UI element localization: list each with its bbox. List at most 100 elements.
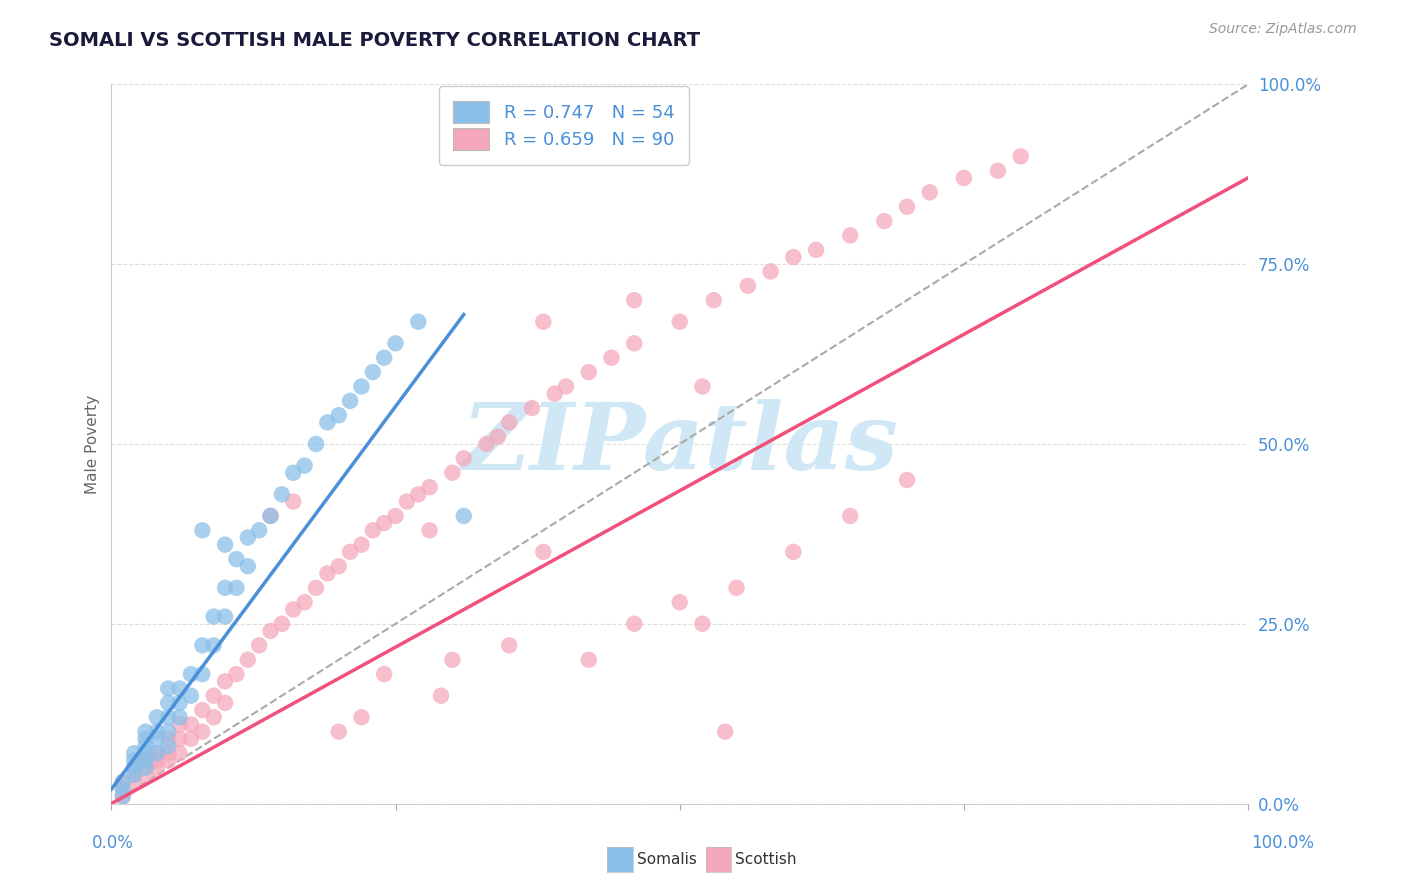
Point: [737, 278, 759, 293]
Point: [134, 746, 156, 760]
Point: [191, 724, 214, 739]
Point: [259, 624, 281, 638]
Point: [623, 616, 645, 631]
Point: [191, 703, 214, 717]
Point: [111, 789, 134, 804]
Point: [759, 264, 782, 278]
Point: [520, 401, 543, 415]
Point: [157, 739, 180, 753]
Point: [1010, 149, 1032, 163]
Point: [714, 724, 737, 739]
Point: [214, 609, 236, 624]
Y-axis label: Male Poverty: Male Poverty: [86, 394, 100, 493]
Point: [896, 473, 918, 487]
Point: [486, 430, 509, 444]
Point: [283, 494, 305, 508]
Point: [202, 638, 225, 652]
Point: [419, 524, 441, 538]
Point: [339, 545, 361, 559]
Point: [373, 667, 395, 681]
Point: [531, 545, 554, 559]
Text: ZIPatlas: ZIPatlas: [461, 399, 898, 489]
Point: [498, 638, 520, 652]
Point: [214, 674, 236, 689]
Point: [475, 437, 498, 451]
Point: [134, 768, 156, 782]
Point: [134, 761, 156, 775]
Point: [134, 761, 156, 775]
Point: [498, 416, 520, 430]
Point: [623, 293, 645, 308]
Point: [134, 724, 156, 739]
Point: [350, 379, 373, 393]
Point: [157, 681, 180, 696]
Point: [134, 731, 156, 746]
Point: [214, 581, 236, 595]
Point: [896, 200, 918, 214]
Legend: R = 0.747   N = 54, R = 0.659   N = 90: R = 0.747 N = 54, R = 0.659 N = 90: [439, 87, 689, 165]
Point: [202, 710, 225, 724]
Point: [350, 710, 373, 724]
Point: [180, 731, 202, 746]
Point: [134, 753, 156, 767]
Point: [395, 494, 418, 508]
Point: [146, 761, 169, 775]
Point: [384, 336, 406, 351]
Point: [157, 724, 180, 739]
Point: [839, 228, 862, 243]
Point: [157, 731, 180, 746]
Point: [270, 616, 292, 631]
Point: [157, 746, 180, 760]
Point: [406, 487, 429, 501]
Point: [918, 186, 941, 200]
Point: [600, 351, 623, 365]
Point: [725, 581, 748, 595]
Point: [294, 595, 316, 609]
Point: [134, 739, 156, 753]
Point: [419, 480, 441, 494]
Point: [270, 487, 292, 501]
Point: [305, 437, 328, 451]
Point: [953, 170, 976, 185]
Point: [692, 379, 714, 393]
Point: [441, 466, 464, 480]
Point: [169, 731, 191, 746]
Point: [406, 315, 429, 329]
Text: SOMALI VS SCOTTISH MALE POVERTY CORRELATION CHART: SOMALI VS SCOTTISH MALE POVERTY CORRELAT…: [49, 31, 700, 50]
Point: [623, 336, 645, 351]
Point: [328, 724, 350, 739]
Point: [236, 531, 259, 545]
Point: [259, 508, 281, 523]
Point: [169, 681, 191, 696]
Text: Scottish: Scottish: [735, 853, 797, 867]
Point: [146, 746, 169, 760]
Point: [191, 524, 214, 538]
Point: [202, 609, 225, 624]
Point: [283, 602, 305, 616]
Text: 0.0%: 0.0%: [91, 834, 134, 852]
Point: [111, 775, 134, 789]
Point: [316, 416, 339, 430]
Point: [430, 689, 453, 703]
Point: [157, 696, 180, 710]
Point: [169, 710, 191, 724]
Text: Source: ZipAtlas.com: Source: ZipAtlas.com: [1209, 22, 1357, 37]
Point: [339, 393, 361, 408]
Point: [247, 524, 270, 538]
Point: [804, 243, 827, 257]
Point: [294, 458, 316, 473]
Point: [111, 789, 134, 804]
Text: Somalis: Somalis: [637, 853, 697, 867]
Text: 100.0%: 100.0%: [1251, 834, 1315, 852]
Point: [350, 538, 373, 552]
Point: [214, 696, 236, 710]
Point: [531, 315, 554, 329]
Point: [180, 667, 202, 681]
Point: [122, 768, 145, 782]
Point: [122, 753, 145, 767]
Point: [668, 315, 690, 329]
Point: [544, 386, 567, 401]
Point: [146, 710, 169, 724]
Point: [578, 365, 600, 379]
Point: [316, 566, 339, 581]
